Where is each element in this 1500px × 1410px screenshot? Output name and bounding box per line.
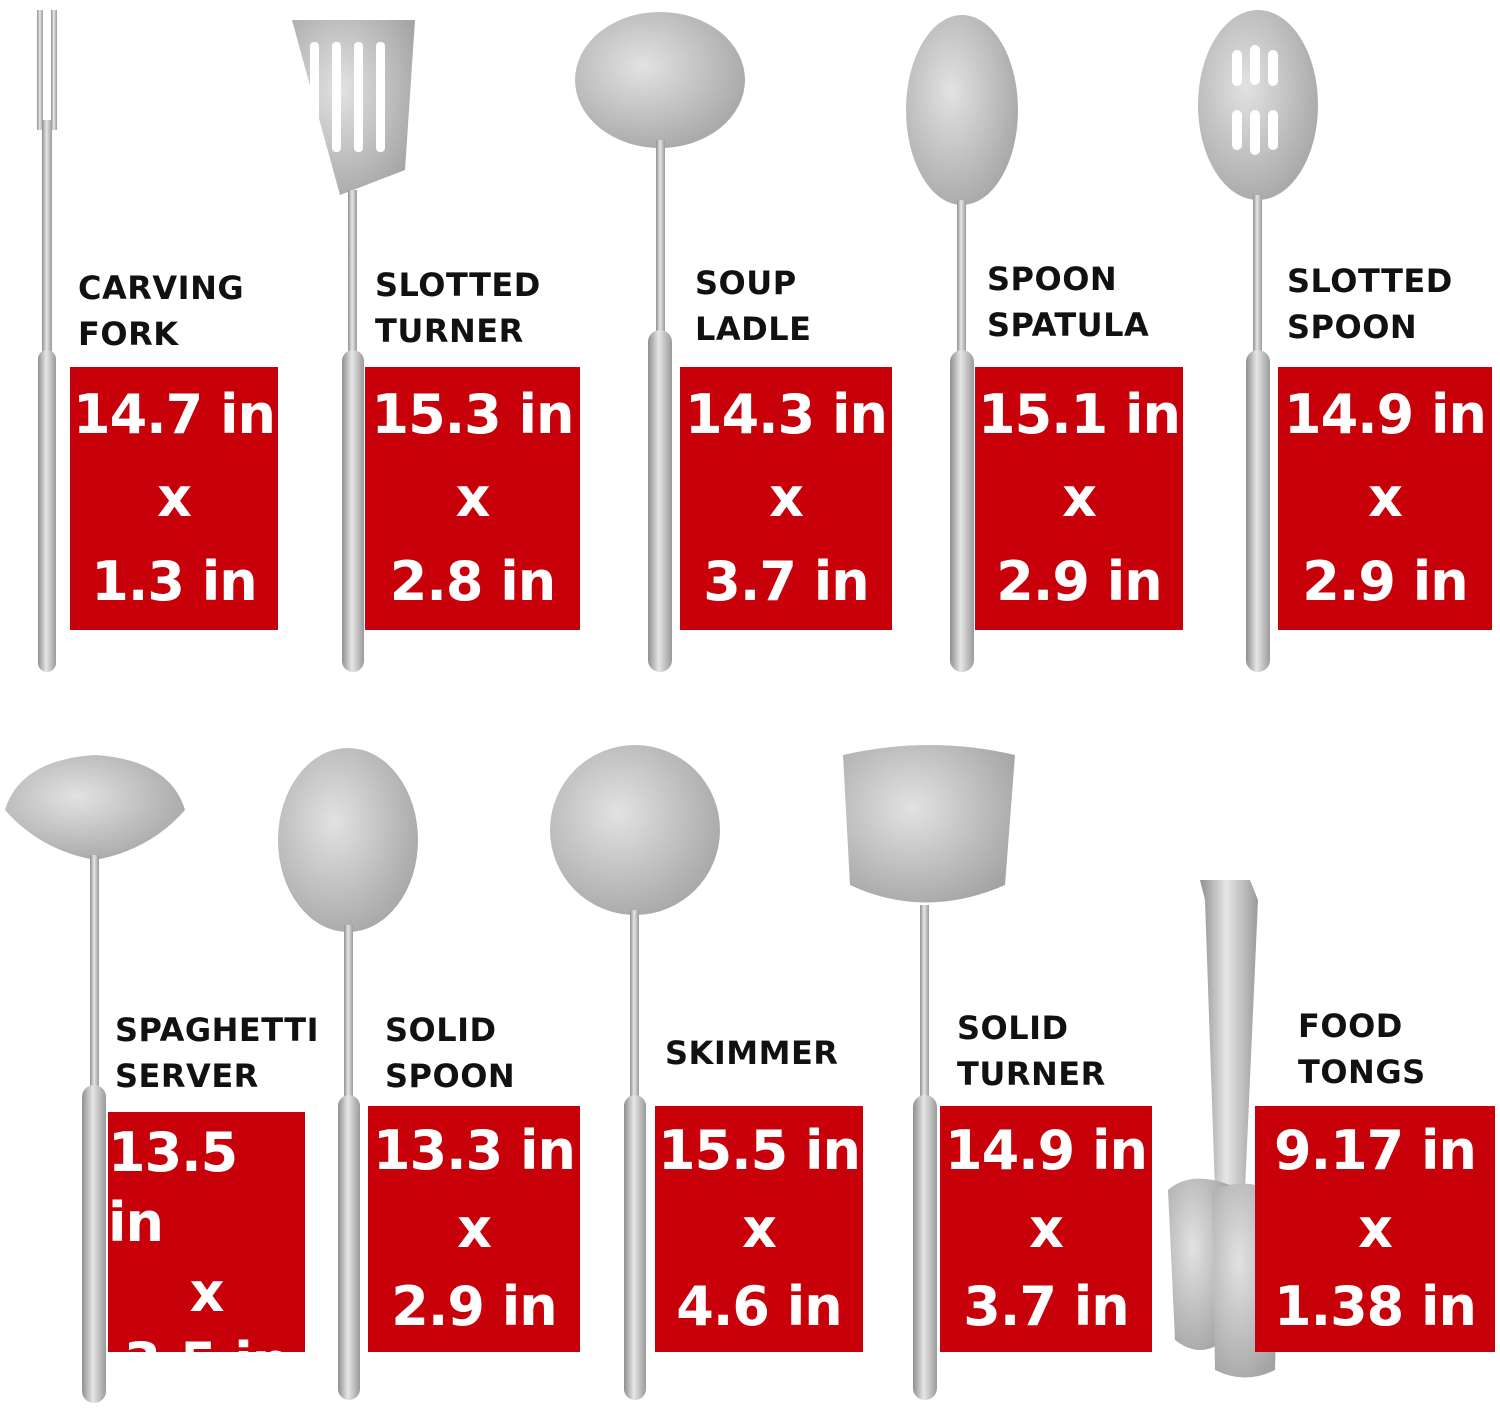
dimension-box: 14.3 in x 3.7 in [680, 367, 892, 630]
solid-turner-icon [843, 745, 1015, 1400]
item-label: FOOD TONGS [1298, 1007, 1426, 1091]
dimension-box: 15.1 in x 2.9 in [975, 367, 1183, 630]
item-label: SPAGHETTI SERVER [115, 1011, 320, 1095]
spaghetti-server-icon [5, 755, 185, 1403]
slotted-spoon-icon [1198, 10, 1318, 672]
skimmer-icon [550, 745, 720, 1400]
dimension-box: 14.9 in x 3.7 in [940, 1106, 1152, 1352]
carving-fork-icon [37, 10, 57, 672]
item-label: SOLID TURNER [957, 1009, 1106, 1093]
dimension-box: 15.5 in x 4.6 in [655, 1106, 863, 1352]
dimension-box: 14.7 in x 1.3 in [70, 367, 278, 630]
dimension-box: 13.5 in x 3.5 in [108, 1112, 305, 1394]
item-label: SKIMMER [665, 1034, 839, 1072]
item-label: SLOTTED TURNER [375, 266, 541, 350]
dimension-box: 9.17 in x 1.38 in [1255, 1106, 1495, 1352]
item-label: SLOTTED SPOON [1287, 262, 1453, 346]
soup-ladle-icon [575, 12, 745, 672]
item-label: SOUP LADLE [695, 264, 812, 348]
solid-spoon-icon [278, 748, 418, 1400]
item-label: SPOON SPATULA [987, 260, 1150, 344]
spoon-spatula-icon [906, 15, 1018, 672]
slotted-turner-icon [292, 20, 415, 672]
dimension-box: 14.9 in x 2.9 in [1278, 367, 1492, 630]
dimension-box: 13.3 in x 2.9 in [368, 1106, 580, 1352]
item-label: SOLID SPOON [385, 1011, 516, 1095]
dimension-box: 15.3 in x 2.8 in [365, 367, 580, 630]
item-label: CARVING FORK [78, 269, 245, 353]
